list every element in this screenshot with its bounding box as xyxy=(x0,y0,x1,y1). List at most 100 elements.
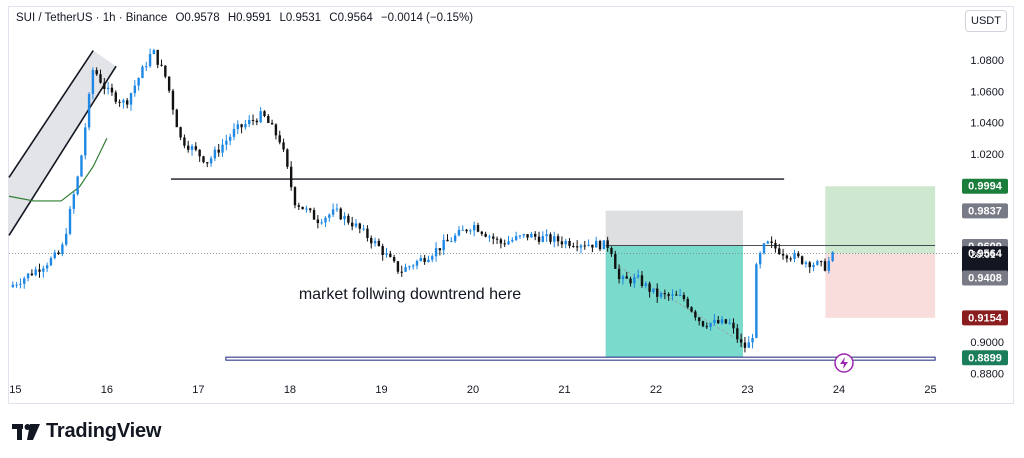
candle-body xyxy=(202,156,205,163)
candle-body xyxy=(743,342,747,348)
candle-body xyxy=(667,294,670,296)
candle-body xyxy=(534,233,537,237)
candle-body xyxy=(23,278,26,284)
candle-body xyxy=(762,243,766,254)
candle-body xyxy=(800,256,804,264)
price-label-text: 0.9564 xyxy=(968,248,1003,260)
candle-body xyxy=(244,124,247,128)
candle-body xyxy=(415,260,419,266)
candle-body xyxy=(72,194,76,209)
candle-body xyxy=(289,166,293,188)
candle-body xyxy=(373,240,377,244)
candle-body xyxy=(701,321,705,327)
candle-body xyxy=(434,248,438,257)
candle-body xyxy=(228,136,232,141)
currency-button[interactable]: USDT xyxy=(965,10,1007,32)
candle-body xyxy=(251,119,255,121)
candle-body xyxy=(408,266,411,268)
candle-body xyxy=(751,337,754,343)
candle-body xyxy=(636,275,640,278)
candle-body xyxy=(293,187,297,206)
candle-body xyxy=(392,257,396,262)
candle-body xyxy=(297,205,300,207)
annotation-text: market follwing downtrend here xyxy=(299,286,521,303)
candle-body xyxy=(823,261,827,271)
candle-body xyxy=(495,238,499,240)
candle-body xyxy=(808,262,811,268)
candle-body xyxy=(492,236,495,239)
candle-body xyxy=(198,149,201,157)
candle-body xyxy=(354,223,358,227)
candle-body xyxy=(457,229,461,236)
x-tick-label: 22 xyxy=(650,384,662,396)
x-tick-label: 16 xyxy=(101,384,113,396)
candle-body xyxy=(80,155,83,177)
candle-body xyxy=(770,241,773,243)
candle-body xyxy=(19,283,22,285)
candle-body xyxy=(812,264,815,268)
candle-body xyxy=(209,158,213,164)
price-label-box xyxy=(962,270,1008,286)
candle-body xyxy=(633,277,636,284)
high-value: H0.9591 xyxy=(227,12,272,24)
candle-body xyxy=(781,253,785,256)
y-tick-label: 0.8800 xyxy=(970,368,1004,380)
candle-body xyxy=(724,319,728,324)
candle-body xyxy=(816,261,819,265)
candle-body xyxy=(87,94,91,128)
price-label-text: 0.9154 xyxy=(968,312,1003,324)
candle-body xyxy=(656,288,659,297)
candle-body xyxy=(522,234,525,236)
candle-body xyxy=(484,233,487,237)
candle-body xyxy=(255,120,259,123)
price-label-text: 0.9408 xyxy=(968,273,1002,285)
candle-body xyxy=(42,268,45,272)
candle-body xyxy=(152,49,156,55)
candle-body xyxy=(793,253,796,260)
candle-body xyxy=(38,269,41,272)
candle-body xyxy=(91,70,95,95)
candle-body xyxy=(720,319,724,324)
candle-body xyxy=(179,127,182,138)
price-chart[interactable]: 15 16 17 18 19 20 21 22 23 24 25 1.0800 1.0600 1.0400… xyxy=(0,0,1024,404)
candle-body xyxy=(488,236,491,238)
countdown-label: 26:01 xyxy=(970,250,995,261)
candle-body xyxy=(171,90,175,110)
candle-body xyxy=(774,242,777,249)
candle-body xyxy=(156,49,159,65)
candle-body xyxy=(103,82,106,89)
candle-body xyxy=(755,264,758,338)
candle-body xyxy=(739,339,743,343)
candle-body xyxy=(663,293,667,295)
candle-body xyxy=(274,124,278,136)
candle-body xyxy=(652,288,655,292)
candle-body xyxy=(320,222,323,224)
alert-icon[interactable] xyxy=(834,353,854,373)
candle-body xyxy=(347,215,350,223)
long-target-zone xyxy=(825,186,936,254)
long-stop-zone xyxy=(825,253,936,318)
candle-body xyxy=(312,210,316,220)
tradingview-logo-icon xyxy=(12,423,40,440)
candle-body xyxy=(240,124,243,128)
candle-body xyxy=(648,283,651,292)
candle-body xyxy=(709,323,712,327)
candle-body xyxy=(350,222,354,227)
candle-body xyxy=(206,162,209,164)
candle-body xyxy=(606,240,609,248)
candle-body xyxy=(778,248,781,254)
candle-body xyxy=(263,111,266,116)
candle-body xyxy=(629,278,632,284)
x-tick-label: 21 xyxy=(558,384,570,396)
candle-body xyxy=(617,268,621,280)
x-tick-label: 24 xyxy=(833,384,845,396)
price-label-box xyxy=(962,350,1008,366)
brand-logo[interactable]: TradingView xyxy=(12,420,161,443)
symbol-name[interactable]: SUI / TetherUS · 1h · Binance xyxy=(16,12,168,24)
y-tick-label: 0.9000 xyxy=(970,337,1004,349)
candle-body xyxy=(472,224,476,231)
candle-body xyxy=(236,124,239,129)
candle-body xyxy=(541,236,545,242)
candle-body xyxy=(694,311,697,318)
candle-body xyxy=(518,235,522,237)
